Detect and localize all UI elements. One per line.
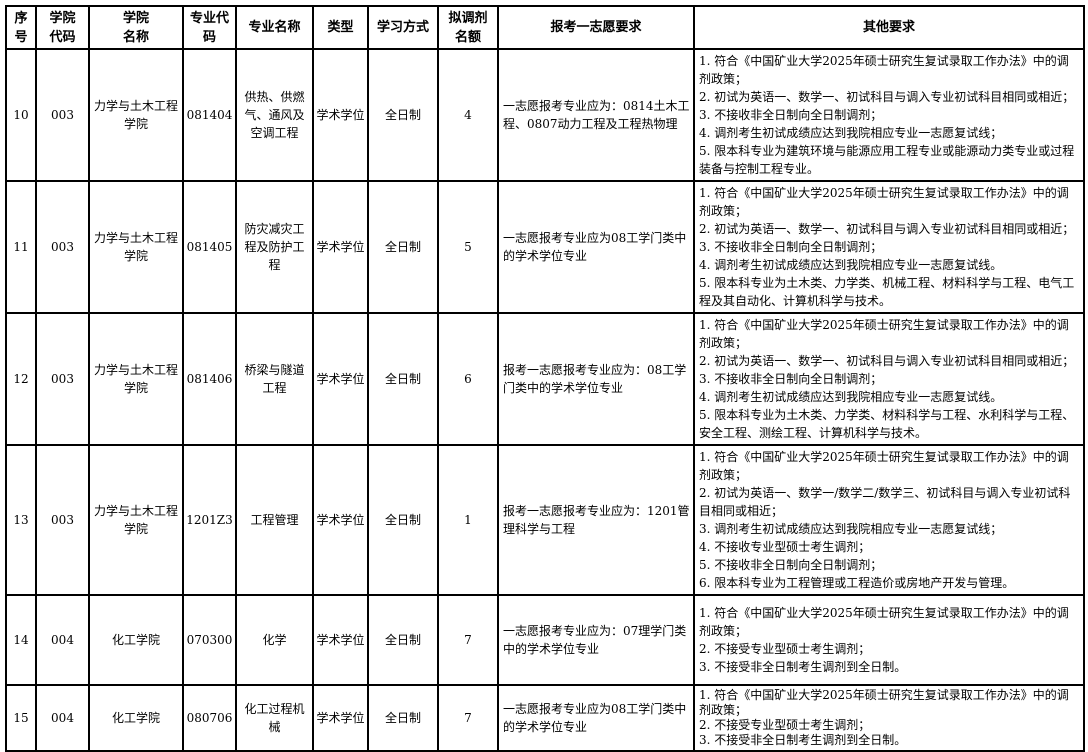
document-page: 序 号学院 代码 学院 名称 专业代 码专业名称 类型 学习方式 拟调剂 名额 报考一志愿要… [5,5,1085,752]
cell-first_choice_requirement: 一志愿报考专业应为08工学门类中的学术学位专业 [497,684,695,752]
cell-major_code: 080706 [182,684,237,752]
cell-major_name: 桥梁与隧道工程 [235,312,314,446]
cell-college_name: 化工学院 [88,684,184,752]
cell-other_requirements: 1. 符合《中国矿业大学2025年硕士研究生复试录取工作办法》中的调剂政策； 2… [693,684,1085,752]
cell-college_code: 004 [35,594,90,686]
cell-study_mode: 全日制 [367,180,439,314]
cell-index: 15 [5,684,37,752]
table-row: 14 004 化工学院 070300 化学 学术学位 全日制 7 一志愿报考专业应为：07理学门… [5,594,1085,686]
column-header-college_code: 学院 代码 [35,5,90,50]
table-row: 15 004 化工学院 080706 化工过程机械 学术学位 全日制 7 一志愿报考专业应为08… [5,684,1085,752]
cell-type: 学术学位 [312,684,369,752]
cell-index: 14 [5,594,37,686]
column-header-index: 序 号 [5,5,37,50]
table-row: 10 003 力学与土木工程学院 081404 供热、供燃气、通风及空调工程 学术学位 全日… [5,48,1085,182]
cell-quota: 7 [437,594,499,686]
cell-major_code: 081404 [182,48,237,182]
cell-college_code: 003 [35,48,90,182]
column-header-major_code: 专业代 码 [182,5,237,50]
cell-major_name: 化学 [235,594,314,686]
cell-first_choice_requirement: 报考一志愿报考专业应为：1201管理科学与工程 [497,444,695,596]
cell-study_mode: 全日制 [367,594,439,686]
cell-other_requirements: 1. 符合《中国矿业大学2025年硕士研究生复试录取工作办法》中的调剂政策； 2… [693,48,1085,182]
table-row: 11 003 力学与土木工程学院 081405 防灾减灾工程及防护工程 学术学位 全日制 5 一… [5,180,1085,314]
cell-index: 11 [5,180,37,314]
table-row: 12 003 力学与土木工程学院 081406 桥梁与隧道工程 学术学位 全日制 6 报考一志愿… [5,312,1085,446]
cell-study_mode: 全日制 [367,684,439,752]
table-row: 13 003 力学与土木工程学院 1201Z3 工程管理 学术学位 全日制 1 报考一志愿报考专… [5,444,1085,596]
cell-first_choice_requirement: 一志愿报考专业应为：07理学门类中的学术学位专业 [497,594,695,686]
cell-index: 13 [5,444,37,596]
transfer-quota-table: 序 号学院 代码 学院 名称 专业代 码专业名称 类型 学习方式 拟调剂 名额 报考一志愿要… [5,5,1085,752]
cell-college_code: 003 [35,444,90,596]
cell-quota: 4 [437,48,499,182]
cell-quota: 7 [437,684,499,752]
cell-college_name: 力学与土木工程学院 [88,312,184,446]
cell-first_choice_requirement: 一志愿报考专业应为：0814土木工程、0807动力工程及工程热物理 [497,48,695,182]
cell-type: 学术学位 [312,312,369,446]
cell-other_requirements: 1. 符合《中国矿业大学2025年硕士研究生复试录取工作办法》中的调剂政策； 2… [693,594,1085,686]
column-header-college_name: 学院 名称 [88,5,184,50]
column-header-study_mode: 学习方式 [367,5,439,50]
cell-type: 学术学位 [312,48,369,182]
cell-type: 学术学位 [312,444,369,596]
cell-quota: 5 [437,180,499,314]
cell-major_name: 防灾减灾工程及防护工程 [235,180,314,314]
column-header-first_choice_requirement: 报考一志愿要求 [497,5,695,50]
cell-first_choice_requirement: 一志愿报考专业应为08工学门类中的学术学位专业 [497,180,695,314]
cell-other_requirements: 1. 符合《中国矿业大学2025年硕士研究生复试录取工作办法》中的调剂政策； 2… [693,312,1085,446]
header-row: 序 号学院 代码 学院 名称 专业代 码专业名称 类型 学习方式 拟调剂 名额 报考一志愿要… [5,5,1085,50]
cell-major_code: 070300 [182,594,237,686]
cell-major_code: 081405 [182,180,237,314]
cell-type: 学术学位 [312,594,369,686]
cell-major_name: 工程管理 [235,444,314,596]
column-header-major_name: 专业名称 [235,5,314,50]
cell-study_mode: 全日制 [367,48,439,182]
cell-type: 学术学位 [312,180,369,314]
cell-study_mode: 全日制 [367,312,439,446]
cell-college_name: 力学与土木工程学院 [88,48,184,182]
cell-study_mode: 全日制 [367,444,439,596]
cell-major_name: 供热、供燃气、通风及空调工程 [235,48,314,182]
cell-major_code: 081406 [182,312,237,446]
cell-other_requirements: 1. 符合《中国矿业大学2025年硕士研究生复试录取工作办法》中的调剂政策； 2… [693,180,1085,314]
cell-major_name: 化工过程机械 [235,684,314,752]
cell-college_name: 化工学院 [88,594,184,686]
cell-other_requirements: 1. 符合《中国矿业大学2025年硕士研究生复试录取工作办法》中的调剂政策； 2… [693,444,1085,596]
column-header-other_requirements: 其他要求 [693,5,1085,50]
cell-college_code: 003 [35,312,90,446]
cell-college_code: 003 [35,180,90,314]
column-header-type: 类型 [312,5,369,50]
column-header-quota: 拟调剂 名额 [437,5,499,50]
cell-quota: 6 [437,312,499,446]
cell-college_code: 004 [35,684,90,752]
cell-college_name: 力学与土木工程学院 [88,180,184,314]
cell-college_name: 力学与土木工程学院 [88,444,184,596]
cell-index: 12 [5,312,37,446]
cell-quota: 1 [437,444,499,596]
cell-first_choice_requirement: 报考一志愿报考专业应为：08工学门类中的学术学位专业 [497,312,695,446]
table-header: 序 号学院 代码 学院 名称 专业代 码专业名称 类型 学习方式 拟调剂 名额 报考一志愿要… [5,5,1085,50]
cell-major_code: 1201Z3 [182,444,237,596]
table-body: 10 003 力学与土木工程学院 081404 供热、供燃气、通风及空调工程 学术学位 全日… [5,48,1085,752]
cell-index: 10 [5,48,37,182]
